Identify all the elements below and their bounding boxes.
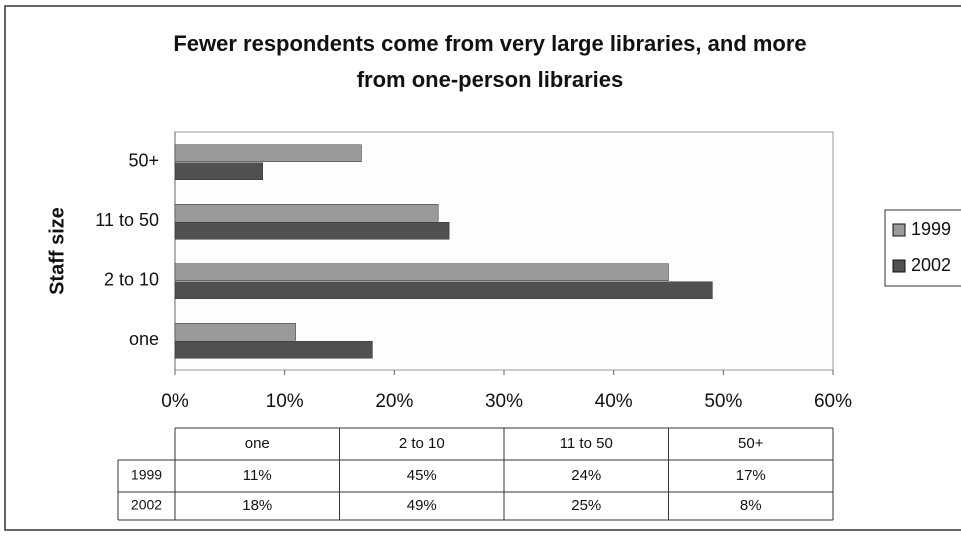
table-cell: 24% [571,467,601,484]
y-tick-label: 2 to 10 [104,270,159,290]
legend-label: 1999 [911,219,951,239]
table-cell: 18% [242,497,272,514]
table-cell: 8% [740,497,762,514]
bar [174,222,450,240]
table-cell: 49% [407,497,437,514]
y-axis-label: Staff size [46,207,68,295]
bar [174,144,362,162]
legend-label: 2002 [911,255,951,275]
table-header: 2 to 10 [399,435,445,452]
y-tick-label: 11 to 50 [95,210,159,230]
x-tick-label: 20% [375,391,413,412]
x-tick-label: 50% [704,391,742,412]
chart-frame [4,5,961,531]
legend-swatch [892,259,906,273]
bar [174,281,713,299]
table-header: 50+ [738,435,764,452]
bar [174,204,439,222]
table-cell: 17% [736,467,766,484]
x-tick-label: 40% [595,391,633,412]
y-tick-label: 50+ [128,151,159,171]
table-header: 11 to 50 [560,435,613,452]
legend-box [884,209,961,287]
bar [174,341,373,359]
table-row-label: 2002 [131,497,162,513]
table-row-label: 1999 [131,467,162,483]
x-tick-label: 10% [266,391,304,412]
x-tick-label: 60% [814,391,852,412]
bar [174,162,263,180]
table-cell: 25% [571,497,601,514]
table-header: one [245,435,270,452]
table-cell: 11% [243,467,272,484]
x-tick-label: 30% [485,391,523,412]
table-cell: 45% [407,467,437,484]
x-tick-label: 0% [161,391,189,412]
y-tick-label: one [129,329,159,349]
legend-swatch [892,223,906,237]
chart-title: Fewer respondents come from very large l… [173,31,807,92]
bar [174,323,296,341]
bar [174,263,669,281]
